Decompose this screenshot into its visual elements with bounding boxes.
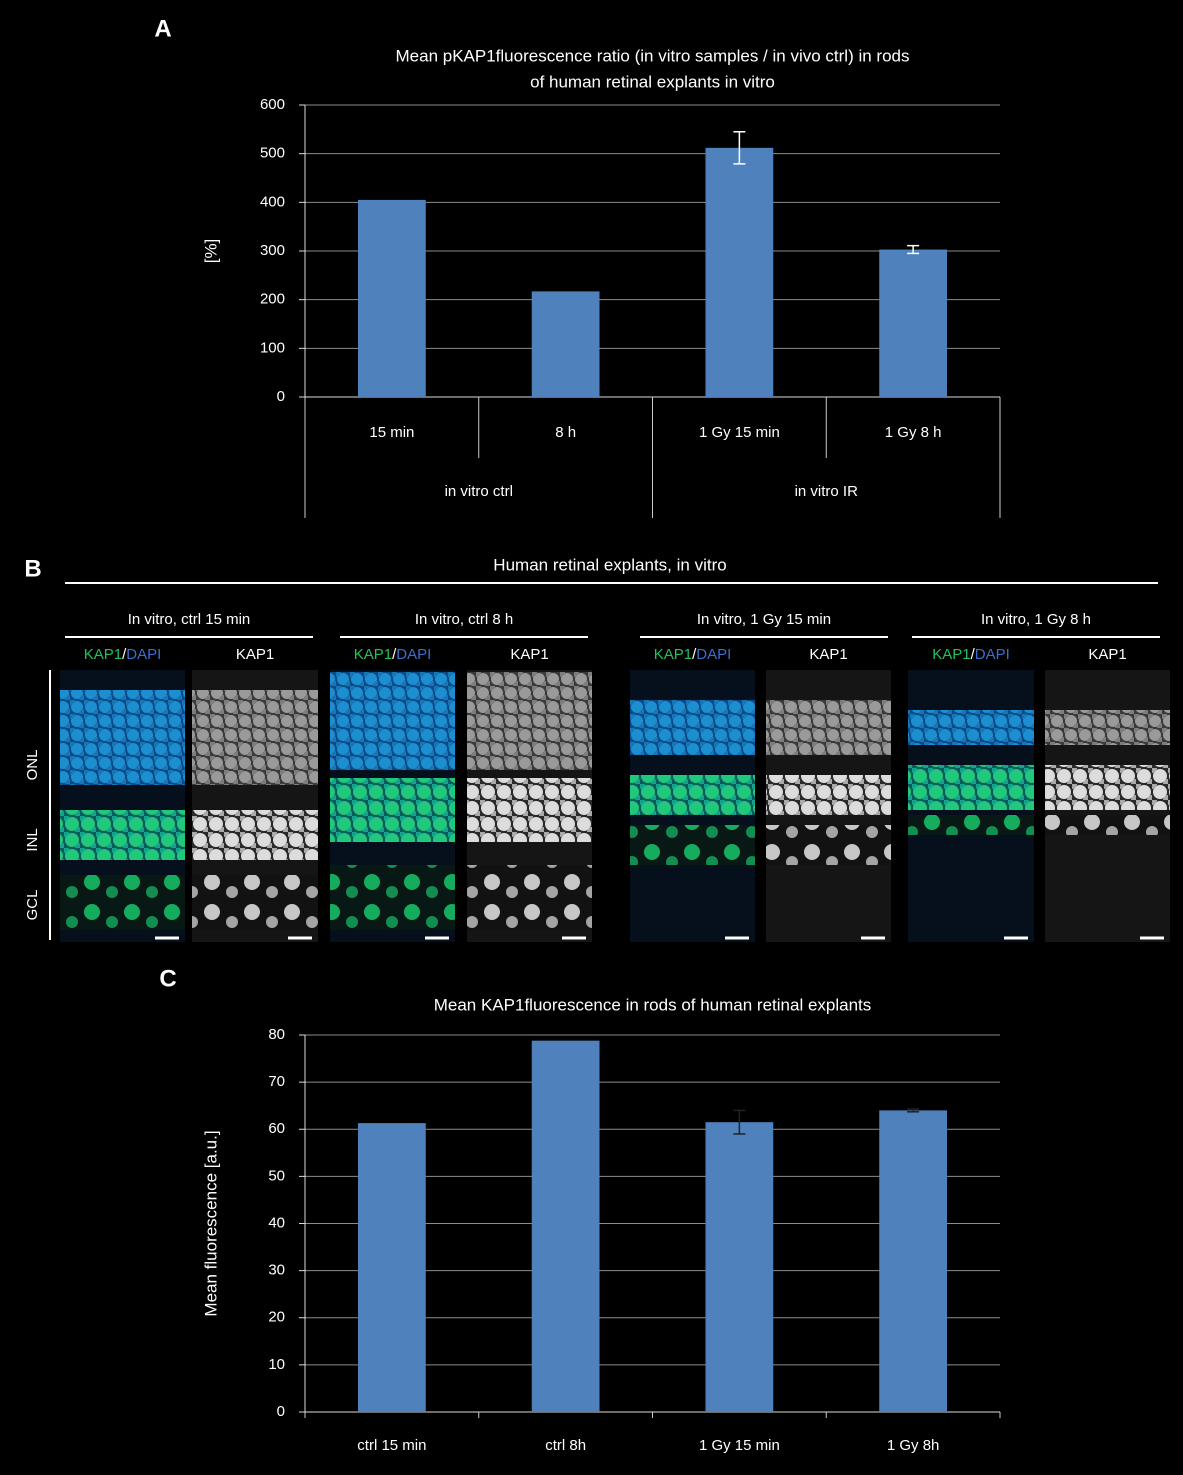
y-tick-label: 70 [268, 1073, 285, 1090]
x-tick-label: 1 Gy 15 min [699, 424, 780, 441]
inl-band [766, 775, 891, 815]
onl-band [766, 700, 891, 755]
y-tick-label: 100 [260, 339, 285, 356]
panel-label: A [154, 15, 171, 42]
onl-band [60, 690, 185, 785]
layer-label: INL [24, 828, 41, 851]
merge-label: KAP1/DAPI [654, 646, 732, 663]
inl-band [630, 775, 755, 815]
y-tick-label: 20 [268, 1309, 285, 1326]
merge-label: KAP1/DAPI [84, 646, 162, 663]
inl-band [192, 810, 318, 860]
bar [532, 291, 600, 397]
single-label: KAP1 [236, 646, 274, 663]
panel-label: C [159, 965, 176, 992]
inl-band [1045, 765, 1170, 810]
onl-band [467, 672, 592, 770]
gcl-band [60, 875, 185, 930]
y-tick-label: 300 [260, 242, 285, 259]
inl-band [60, 810, 185, 860]
y-tick-label: 60 [268, 1120, 285, 1137]
layer-label: ONL [24, 750, 41, 781]
gcl-band [908, 815, 1034, 835]
bar [705, 148, 773, 397]
layer-label: GCL [24, 890, 41, 921]
merge-label-part: KAP1 [354, 646, 392, 663]
x-tick-label: 8 h [555, 424, 576, 441]
bar [879, 1110, 947, 1412]
y-tick-label: 400 [260, 193, 285, 210]
onl-band [908, 710, 1034, 745]
y-axis-label: [%] [201, 239, 220, 264]
condition-title: In vitro, 1 Gy 8 h [981, 611, 1091, 628]
inl-band [330, 778, 455, 842]
inl-band [908, 765, 1034, 810]
merge-label: KAP1/DAPI [354, 646, 432, 663]
gcl-band [630, 825, 755, 865]
x-tick-label: ctrl 8h [545, 1437, 586, 1454]
bar [532, 1041, 600, 1412]
condition-title: In vitro, 1 Gy 15 min [697, 611, 831, 628]
y-tick-label: 40 [268, 1214, 285, 1231]
y-tick-label: 0 [277, 388, 285, 405]
panel-label: B [24, 555, 41, 582]
error-bar [907, 1109, 919, 1112]
group-label: in vitro IR [795, 483, 859, 500]
x-tick-label: ctrl 15 min [357, 1437, 426, 1454]
figure: A B C Human retinal explants, in vitro M… [0, 0, 1183, 1475]
chart-title: Mean KAP1fluorescence in rods of human r… [434, 995, 872, 1014]
gcl-band [330, 865, 455, 930]
x-tick-label: 15 min [369, 424, 414, 441]
merge-label-part: KAP1 [84, 646, 122, 663]
x-tick-label: 1 Gy 15 min [699, 1437, 780, 1454]
merge-label-part: DAPI [975, 646, 1010, 663]
merge-label-part: KAP1 [654, 646, 692, 663]
merge-label: KAP1/DAPI [932, 646, 1010, 663]
x-tick-label: 1 Gy 8 h [885, 424, 942, 441]
y-tick-label: 200 [260, 291, 285, 308]
chart-title: of human retinal explants in vitro [530, 72, 775, 91]
merge-label-part: DAPI [126, 646, 161, 663]
merge-label-part: KAP1 [932, 646, 970, 663]
inl-band [467, 778, 592, 842]
x-tick-label: 1 Gy 8h [887, 1437, 940, 1454]
images-title: Human retinal explants, in vitro [493, 555, 726, 574]
onl-band [330, 672, 455, 770]
single-label: KAP1 [1088, 646, 1126, 663]
onl-band [192, 690, 318, 785]
bar [358, 200, 426, 397]
y-axis-label: Mean fluorescence [a.u.] [201, 1130, 220, 1316]
group-label: in vitro ctrl [445, 483, 513, 500]
merge-label-part: DAPI [396, 646, 431, 663]
gcl-band [766, 825, 891, 865]
gcl-band [467, 865, 592, 930]
bar [705, 1122, 773, 1412]
bar [879, 250, 947, 397]
onl-band [630, 700, 755, 755]
onl-band [1045, 710, 1170, 745]
gcl-band [192, 875, 318, 930]
gcl-band [1045, 815, 1170, 835]
y-tick-label: 0 [277, 1403, 285, 1420]
single-label: KAP1 [510, 646, 548, 663]
bar [358, 1123, 426, 1412]
condition-title: In vitro, ctrl 15 min [128, 611, 251, 628]
y-tick-label: 600 [260, 96, 285, 113]
merge-label-part: DAPI [696, 646, 731, 663]
y-tick-label: 10 [268, 1356, 285, 1373]
y-tick-label: 80 [268, 1026, 285, 1043]
chart-title: Mean pKAP1fluorescence ratio (in vitro s… [396, 46, 910, 65]
y-tick-label: 500 [260, 145, 285, 162]
page: {"panel_labels": ["A", "B", "C"], "chart… [0, 0, 1183, 1475]
y-tick-label: 30 [268, 1262, 285, 1279]
condition-title: In vitro, ctrl 8 h [415, 611, 513, 628]
single-label: KAP1 [809, 646, 847, 663]
y-tick-label: 50 [268, 1167, 285, 1184]
